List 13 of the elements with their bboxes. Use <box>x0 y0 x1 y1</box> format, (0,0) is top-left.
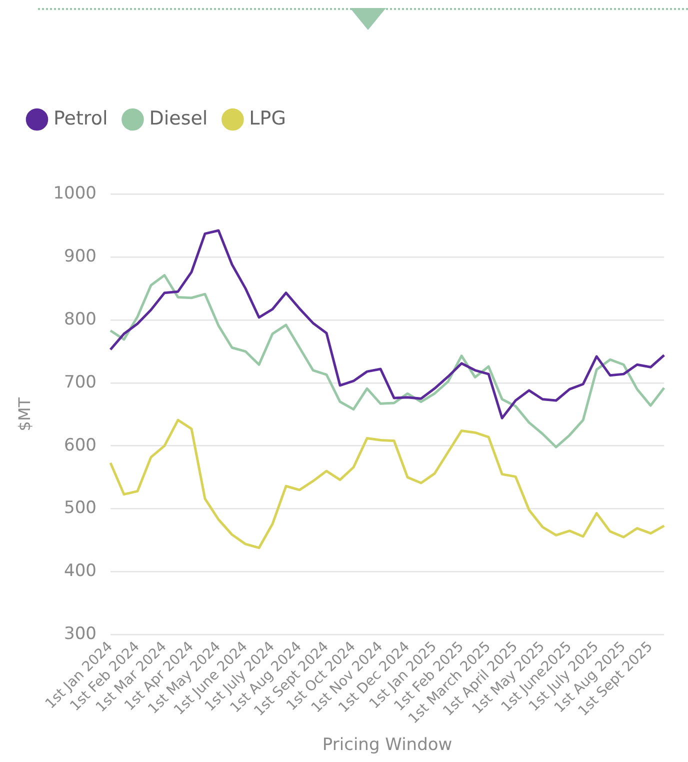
y-tick-label: 300 <box>64 624 96 644</box>
legend-label: Petrol <box>54 107 108 130</box>
y-tick-label: 1000 <box>53 183 96 204</box>
y-tick-label: 900 <box>64 246 96 266</box>
x-axis-title: Pricing Window <box>322 735 452 756</box>
y-tick-label: 400 <box>64 561 96 582</box>
legend-label: Diesel <box>149 107 208 130</box>
y-tick-label: 600 <box>64 435 96 456</box>
y-tick-label: 700 <box>64 372 96 392</box>
y-tick-label: 800 <box>64 309 96 330</box>
y-axis-title: $MT <box>14 397 34 432</box>
legend-label: LPG <box>249 107 286 130</box>
y-tick-label: 500 <box>64 498 96 518</box>
